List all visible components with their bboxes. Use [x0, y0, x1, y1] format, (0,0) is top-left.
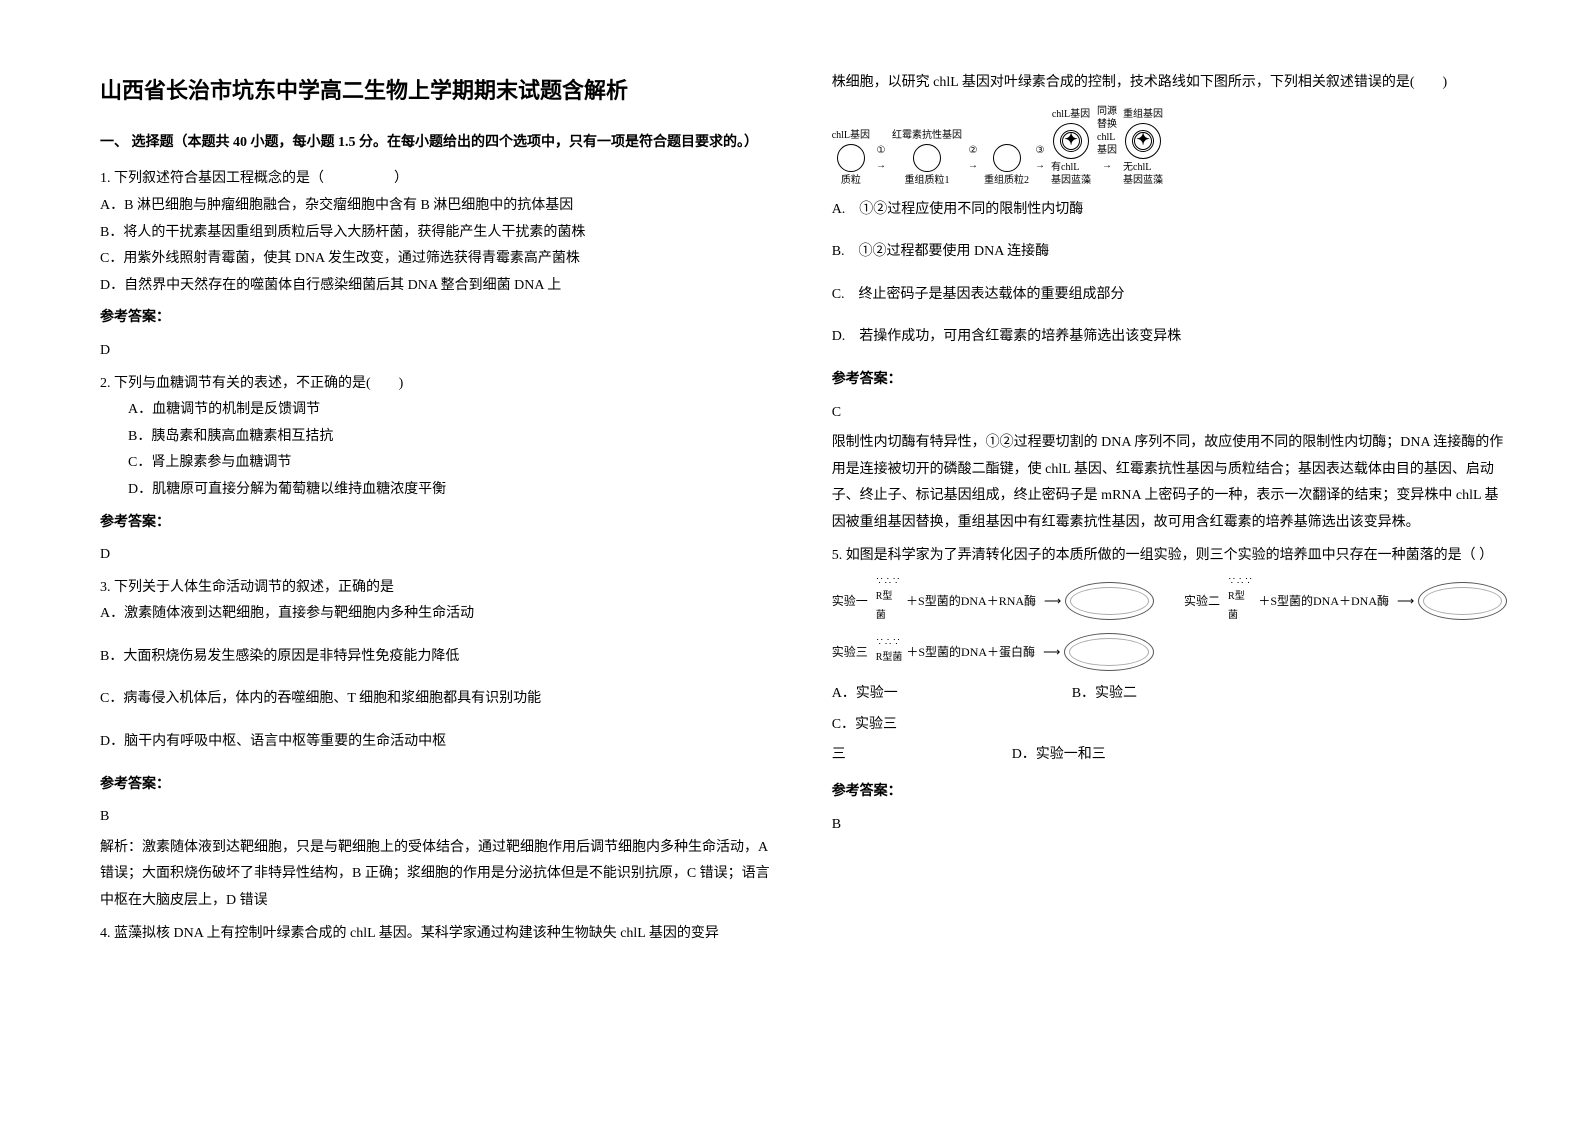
q5-r-label: R型菌 — [876, 648, 903, 667]
q1-answer: D — [100, 338, 772, 365]
arrow-icon: → — [876, 159, 886, 172]
q3-explanation: 解析：激素随体液到达靶细胞，只是与靶细胞上的受体结合，通过靶细胞作用后调节细胞内… — [100, 835, 772, 915]
q4-diagram-arrow-1: ① — [877, 144, 886, 157]
q4-diagram-label-recomb: 重组基因 — [1123, 108, 1163, 121]
q1-answer-label: 参考答案： — [100, 305, 772, 332]
arrow-icon: ⟶ — [1397, 590, 1414, 613]
q1-opt-c: C．用紫外线照射青霉菌，使其 DNA 发生改变，通过筛选获得青霉素高产菌株 — [100, 246, 772, 273]
q4-stem-part2: 株细胞，以研究 chlL 基因对叶绿素合成的控制，技术路线如下图所示，下列相关叙… — [832, 70, 1507, 97]
q4-answer: C — [832, 400, 1507, 427]
plasmid-icon — [837, 144, 865, 172]
q5-answer-label: 参考答案： — [832, 779, 1507, 806]
q3-opt-a: A．激素随体液到达靶细胞，直接参与靶细胞内多种生命活动 — [100, 601, 772, 628]
q5-exp2-mid: ＋S型菌的DNA＋DNA酶 — [1258, 590, 1389, 613]
q3-answer: B — [100, 804, 772, 831]
q5-opt-c: C．实验三 — [832, 712, 1072, 739]
q3-opt-d: D．脑干内有呼吸中枢、语言中枢等重要的生命活动中枢 — [100, 729, 772, 756]
q3-stem: 3. 下列关于人体生命活动调节的叙述，正确的是 — [100, 575, 772, 602]
q4-diagram-bottom-0: 质粒 — [841, 174, 861, 187]
petri-dish-icon — [1065, 582, 1154, 620]
q5-r-label: R型菌 — [1228, 587, 1254, 625]
q5-options-row2: 三 D．实验一和三 — [832, 742, 1507, 773]
q4-diagram-arrow-3: ③ — [1036, 144, 1045, 157]
q5-opt-a: A．实验一 — [832, 681, 1072, 708]
q4-diagram-bottom-4: 无chlL 基因蓝藻 — [1123, 161, 1163, 187]
arrow-icon: ⟶ — [1044, 590, 1061, 613]
arrow-icon: → — [968, 159, 978, 172]
q2-answer-label: 参考答案： — [100, 510, 772, 537]
q5-exp3-mid: ＋S型菌的DNA＋蛋白酶 — [906, 641, 1035, 664]
q3-options: A．激素随体液到达靶细胞，直接参与靶细胞内多种生命活动 B．大面积烧伤易发生感染… — [100, 601, 772, 755]
q1-opt-d: D．自然界中天然存在的噬菌体自行感染细菌后其 DNA 整合到细菌 DNA 上 — [100, 273, 772, 300]
q4-diagram-side-label: 同源 替换 chlL 基因 — [1097, 105, 1117, 157]
q5-exp1-label: 实验一 — [832, 590, 868, 613]
cell-icon: ✦ — [1053, 123, 1089, 159]
q2-opt-d: D．肌糖原可直接分解为葡萄糖以维持血糖浓度平衡 — [128, 477, 772, 504]
q5-opt-b: B．实验二 — [1072, 681, 1312, 708]
q1-stem: 1. 下列叙述符合基因工程概念的是（ ） — [100, 166, 772, 193]
petri-dish-icon — [1418, 582, 1507, 620]
q4-diagram-label-red: 红霉素抗性基因 — [892, 129, 962, 142]
q4-diagram-label-chlL2: chlL基因 — [1052, 108, 1090, 121]
page-title: 山西省长治市坑东中学高二生物上学期期末试题含解析 — [100, 70, 772, 112]
dots-icon: ∵∴∵ — [876, 577, 901, 587]
q2-opt-b: B．胰岛素和胰高血糖素相互拮抗 — [128, 424, 772, 451]
arrow-icon: → — [1035, 159, 1045, 172]
dots-icon: ∵∴∵ — [876, 638, 901, 648]
q2-stem: 2. 下列与血糖调节有关的表述，不正确的是( ) — [100, 371, 772, 398]
q4-opt-b: B. ①②过程都要使用 DNA 连接酶 — [832, 239, 1507, 266]
right-column: 株细胞，以研究 chlL 基因对叶绿素合成的控制，技术路线如下图所示，下列相关叙… — [832, 70, 1507, 1082]
q3-answer-label: 参考答案： — [100, 772, 772, 799]
q4-diagram-label-chlL: chlL基因 — [832, 129, 870, 142]
q4-diagram-bottom-3: 有chlL 基因蓝藻 — [1051, 161, 1091, 187]
plasmid-icon — [993, 144, 1021, 172]
q2-answer: D — [100, 542, 772, 569]
section-1-heading: 一、 选择题（本题共 40 小题，每小题 1.5 分。在每小题给出的四个选项中，… — [100, 130, 772, 157]
q1-opt-a: A．B 淋巴细胞与肿瘤细胞融合，杂交瘤细胞中含有 B 淋巴细胞中的抗体基因 — [100, 193, 772, 220]
q4-opt-c: C. 终止密码子是基因表达载体的重要组成部分 — [832, 282, 1507, 309]
q4-diagram-bottom-1: 重组质粒1 — [905, 174, 950, 187]
q5-options: A．实验一 B．实验二 C．实验三 — [832, 681, 1507, 742]
q5-stem: 5. 如图是科学家为了弄清转化因子的本质所做的一组实验，则三个实验的培养皿中只存… — [832, 543, 1507, 570]
left-column: 山西省长治市坑东中学高二生物上学期期末试题含解析 一、 选择题（本题共 40 小… — [100, 70, 772, 1082]
q4-diagram-arrow-2: ② — [969, 144, 978, 157]
q4-diagram-bottom-2: 重组质粒2 — [984, 174, 1029, 187]
petri-dish-icon — [1064, 633, 1154, 671]
dots-icon: ∵∴∵ — [1229, 577, 1254, 587]
q5-exp2-label: 实验二 — [1184, 590, 1220, 613]
plasmid-icon — [913, 144, 941, 172]
q4-options: A. ①②过程应使用不同的限制性内切酶 B. ①②过程都要使用 DNA 连接酶 … — [832, 197, 1507, 351]
arrow-icon: ⟶ — [1043, 641, 1060, 664]
q2-opt-c: C．肾上腺素参与血糖调节 — [128, 450, 772, 477]
cell-icon: ✦ — [1125, 123, 1161, 159]
q4-explanation: 限制性内切酶有特异性，①②过程要切割的 DNA 序列不同，故应使用不同的限制性内… — [832, 430, 1507, 536]
q5-opt-d: D．实验一和三 — [1012, 742, 1252, 769]
q4-answer-label: 参考答案： — [832, 367, 1507, 394]
arrow-icon: → — [1102, 159, 1112, 172]
q5-answer: B — [832, 812, 1507, 839]
q4-opt-d: D. 若操作成功，可用含红霉素的培养基筛选出该变异株 — [832, 324, 1507, 351]
q3-opt-b: B．大面积烧伤易发生感染的原因是非特异性免疫能力降低 — [100, 644, 772, 671]
q5-r-label: R型菌 — [876, 587, 902, 625]
q5-diagram: 实验一 ∵∴∵ R型菌 ＋S型菌的DNA＋RNA酶 ⟶ 实验二 ∵∴∵ R型菌 — [832, 577, 1507, 671]
q5-exp3-label: 实验三 — [832, 641, 868, 664]
q4-opt-a: A. ①②过程应使用不同的限制性内切酶 — [832, 197, 1507, 224]
q4-diagram: chlL基因 质粒 ① → 红霉素抗性基因 重组质粒1 ② → — [832, 105, 1507, 187]
q5-opt-c-cont: 三 — [832, 742, 1012, 773]
q4-stem-part1: 4. 蓝藻拟核 DNA 上有控制叶绿素合成的 chlL 基因。某科学家通过构建该… — [100, 921, 772, 948]
q5-exp1-mid: ＋S型菌的DNA＋RNA酶 — [906, 590, 1036, 613]
q1-opt-b: B．将人的干扰素基因重组到质粒后导入大肠杆菌，获得能产生人干扰素的菌株 — [100, 220, 772, 247]
q3-opt-c: C．病毒侵入机体后，体内的吞噬细胞、T 细胞和浆细胞都具有识别功能 — [100, 686, 772, 713]
q2-opt-a: A．血糖调节的机制是反馈调节 — [128, 397, 772, 424]
